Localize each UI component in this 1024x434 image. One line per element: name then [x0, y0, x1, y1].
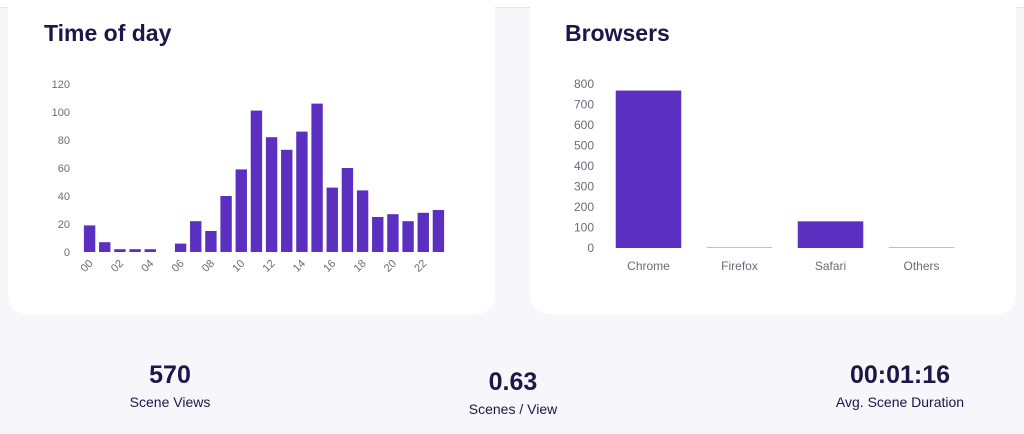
browsers-title: Browsers — [565, 20, 670, 46]
browsers-chart: 0 100 200 300 400 500 600 700 800 Chrome Firefox Sa… — [574, 77, 955, 273]
x-tick-label: 12 — [261, 258, 278, 275]
x-tick-label: 18 — [352, 258, 369, 275]
time-of-day-card: Time of day 0 20 40 60 80 100 120 00 02 04 06 08 10 1… — [8, 0, 495, 314]
time-bar-03 — [129, 249, 141, 252]
time-bar-13 — [281, 149, 293, 252]
browsers-card: Browsers 0 100 200 300 400 500 600 700 800 Chrome… — [530, 0, 1016, 314]
time-bar-08 — [205, 231, 217, 252]
x-tick-label: Others — [903, 259, 939, 273]
x-tick-label: 16 — [321, 258, 338, 275]
time-bar-12 — [265, 137, 278, 252]
y-tick-label: 100 — [574, 221, 594, 235]
x-tick-label: Firefox — [721, 259, 758, 273]
x-tick-label: 20 — [382, 258, 399, 275]
x-tick-label: 00 — [79, 258, 96, 275]
scenes-per-view-value: 0.63 — [488, 368, 538, 396]
y-tick-label: 120 — [52, 79, 70, 91]
time-bar-02 — [114, 249, 126, 252]
time-bar-00 — [83, 225, 96, 252]
time-bar-04 — [144, 249, 156, 252]
y-tick-label: 300 — [574, 180, 594, 194]
x-tick-label: 06 — [170, 258, 187, 275]
x-tick-label: 08 — [200, 258, 217, 275]
x-tick-label: Safari — [815, 259, 846, 273]
y-tick-label: 20 — [58, 219, 70, 231]
time-bar-10 — [235, 169, 247, 252]
time-bar-07 — [190, 221, 202, 252]
time-bar-18 — [356, 190, 369, 252]
y-tick-label: 600 — [574, 118, 594, 132]
avg-scene-duration-stat: 00:01:16 Avg. Scene Duration — [790, 360, 1010, 410]
y-tick-label: 60 — [58, 163, 70, 175]
time-bar-14 — [296, 131, 308, 252]
time-bar-23 — [432, 210, 445, 252]
time-bar-11 — [250, 110, 263, 252]
top-divider — [0, 0, 1024, 8]
time-of-day-chart: 0 20 40 60 80 100 120 00 02 04 06 08 10 12 14 16 18 20 22 — [52, 79, 445, 275]
time-bar-06 — [174, 243, 187, 252]
scenes-per-view-stat: 0.63 Scenes / View — [403, 367, 623, 417]
avg-scene-duration-value: 00:01:16 — [849, 361, 951, 389]
browser-bar-others — [888, 247, 955, 248]
y-tick-label: 400 — [574, 159, 594, 173]
avg-scene-duration-label: Avg. Scene Duration — [835, 394, 965, 410]
y-tick-label: 40 — [58, 191, 70, 203]
x-tick-label: 02 — [109, 258, 126, 275]
time-bar-16 — [326, 187, 338, 252]
time-bar-21 — [402, 221, 414, 252]
time-of-day-title: Time of day — [44, 20, 172, 46]
scene-views-label: Scene Views — [129, 394, 211, 410]
browser-bar-safari — [797, 221, 864, 248]
time-bar-17 — [341, 168, 354, 252]
y-tick-label: 0 — [64, 247, 70, 259]
time-bar-09 — [220, 196, 232, 252]
y-tick-label: 0 — [587, 241, 594, 255]
scene-views-stat: 570 Scene Views — [60, 360, 280, 410]
browser-bar-firefox — [706, 246, 773, 248]
time-bar-22 — [417, 212, 429, 252]
time-bar-15 — [311, 103, 323, 252]
y-tick-label: 100 — [52, 107, 70, 119]
scenes-per-view-label: Scenes / View — [468, 401, 558, 417]
x-tick-label: 04 — [139, 258, 156, 275]
x-tick-label: 14 — [291, 258, 308, 275]
x-tick-label: Chrome — [627, 259, 670, 273]
y-tick-label: 80 — [58, 135, 70, 147]
y-tick-label: 500 — [574, 139, 594, 153]
y-tick-label: 200 — [574, 200, 594, 214]
y-tick-label: 700 — [574, 98, 594, 112]
x-tick-label: 10 — [230, 258, 247, 275]
time-bar-20 — [387, 214, 399, 252]
x-tick-label: 22 — [412, 258, 429, 275]
browser-bar-chrome — [615, 90, 682, 248]
scene-views-value: 570 — [149, 361, 191, 389]
y-tick-label: 800 — [574, 77, 594, 91]
time-bar-01 — [99, 242, 111, 252]
time-bar-19 — [372, 217, 384, 252]
